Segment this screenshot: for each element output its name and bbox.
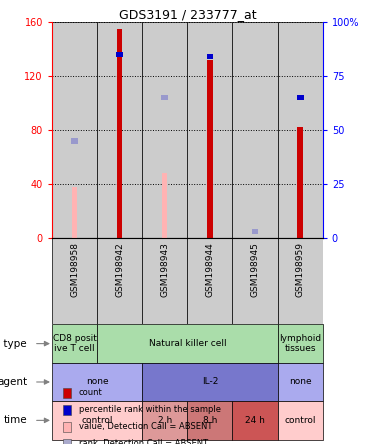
Text: GSM198944: GSM198944 (206, 242, 214, 297)
Text: GSM198945: GSM198945 (250, 242, 260, 297)
Bar (52, 238, 97, 325)
Text: none: none (289, 377, 312, 386)
Bar (97, 238, 142, 325)
Bar (297, 95, 303, 100)
Bar (117, 29, 122, 238)
Bar (142, 401, 187, 440)
Text: GSM198943: GSM198943 (160, 242, 169, 297)
Bar (52, 325, 97, 363)
Text: cell type: cell type (0, 339, 27, 349)
Bar (187, 22, 233, 238)
Bar (278, 238, 323, 325)
Bar (278, 363, 323, 401)
Bar (142, 238, 187, 325)
Text: percentile rank within the sample: percentile rank within the sample (79, 405, 221, 414)
Bar (72, 187, 77, 238)
Bar (71, 138, 78, 143)
Text: Natural killer cell: Natural killer cell (148, 339, 226, 348)
Bar (298, 127, 303, 238)
Bar (278, 22, 323, 238)
Text: GSM198959: GSM198959 (296, 242, 305, 297)
Text: control: control (285, 416, 316, 425)
Bar (207, 60, 213, 238)
Bar (52, 401, 142, 440)
Bar (116, 52, 123, 57)
Bar (161, 95, 168, 100)
Bar (97, 325, 278, 363)
Text: 8 h: 8 h (203, 416, 217, 425)
Bar (97, 22, 142, 238)
Bar (142, 363, 278, 401)
Text: time: time (3, 416, 27, 425)
Text: lymphoid
tissues: lymphoid tissues (279, 334, 321, 353)
Text: IL-2: IL-2 (202, 377, 218, 386)
Bar (233, 401, 278, 440)
Bar (52, 363, 142, 401)
Bar (207, 54, 213, 59)
Bar (187, 401, 233, 440)
Text: rank, Detection Call = ABSENT: rank, Detection Call = ABSENT (79, 439, 208, 444)
Title: GDS3191 / 233777_at: GDS3191 / 233777_at (119, 8, 256, 21)
Bar (187, 238, 233, 325)
Text: agent: agent (0, 377, 27, 387)
Bar (252, 229, 259, 234)
Bar (233, 22, 278, 238)
Text: GSM198942: GSM198942 (115, 242, 124, 297)
Text: none: none (86, 377, 108, 386)
Text: CD8 posit
ive T cell: CD8 posit ive T cell (53, 334, 96, 353)
Text: value, Detection Call = ABSENT: value, Detection Call = ABSENT (79, 422, 212, 431)
Text: GSM198958: GSM198958 (70, 242, 79, 297)
Bar (233, 238, 278, 325)
Bar (142, 22, 187, 238)
Text: 2 h: 2 h (158, 416, 172, 425)
Bar (278, 325, 323, 363)
Text: 24 h: 24 h (245, 416, 265, 425)
Text: count: count (79, 388, 102, 397)
Bar (162, 173, 167, 238)
Bar (278, 401, 323, 440)
Bar (52, 22, 97, 238)
Text: control: control (81, 416, 113, 425)
